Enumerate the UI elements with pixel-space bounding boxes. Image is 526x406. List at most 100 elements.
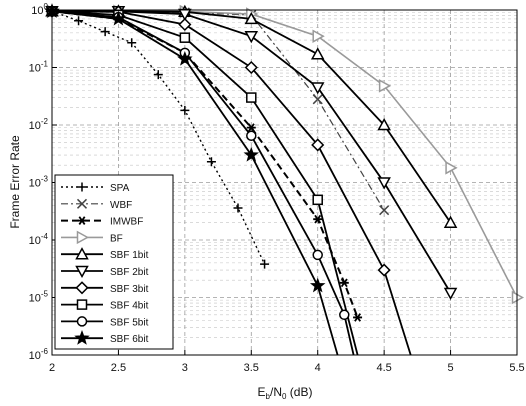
legend-label: SBF 2bit xyxy=(110,267,149,278)
x-tick-label: 3 xyxy=(182,362,188,374)
data-point xyxy=(378,79,392,93)
x-axis-label-unit: (dB) xyxy=(286,385,312,399)
legend-marker xyxy=(74,330,90,345)
series-layer xyxy=(44,3,525,355)
tick-layer: 2 2.5 3 3.5 4 4.5 5 5.5 100 10-1 10-2 10-3 10-4 10-5 1… xyxy=(29,2,525,374)
data-point xyxy=(246,92,257,103)
data-point xyxy=(309,277,326,293)
data-point xyxy=(243,146,260,162)
x-tick-label: 5 xyxy=(448,362,454,374)
legend-entry: SPA xyxy=(61,182,130,194)
data-point xyxy=(312,29,325,43)
legend-marker xyxy=(77,182,87,192)
x-tick-label: 4 xyxy=(315,362,321,374)
data-point xyxy=(246,123,256,132)
data-point xyxy=(377,177,391,190)
legend-marker xyxy=(76,299,88,310)
data-point xyxy=(443,287,458,301)
x-axis-label: Eb/N0 (dB) xyxy=(258,385,313,401)
legend-entry: SBF 5bit xyxy=(61,316,149,328)
legend-entry: SBF 1bit xyxy=(61,247,149,261)
data-point xyxy=(310,47,325,60)
x-tick-label: 2.5 xyxy=(111,362,126,374)
y-tick-label: 10-1 xyxy=(29,60,49,75)
y-tick-label: 10-4 xyxy=(29,232,49,247)
data-point xyxy=(339,278,349,288)
legend-marker xyxy=(77,216,87,225)
y-tick-label: 10-5 xyxy=(29,290,49,305)
legend-marker xyxy=(76,316,88,327)
data-point xyxy=(178,17,192,32)
legend-marker xyxy=(75,265,89,279)
legend-entry: BF xyxy=(61,230,123,245)
legend-entry: SBF 3bit xyxy=(61,281,149,295)
y-tick-label: 100 xyxy=(31,2,48,17)
data-point xyxy=(246,130,257,142)
data-point xyxy=(244,60,258,75)
legend-label: BF xyxy=(110,233,123,244)
data-point xyxy=(377,263,391,277)
x-axis-label-sep: /N xyxy=(270,385,282,399)
data-point xyxy=(100,27,110,37)
x-axis-label-e: E xyxy=(258,385,266,399)
data-point xyxy=(353,313,363,322)
legend-label: SBF 6bit xyxy=(110,334,149,345)
legend-marker xyxy=(76,230,90,245)
series-line-spa xyxy=(52,10,266,265)
data-point xyxy=(179,32,191,43)
data-point xyxy=(377,117,391,131)
data-point xyxy=(260,259,270,269)
data-point xyxy=(244,11,259,25)
data-point xyxy=(379,205,390,216)
data-point xyxy=(177,50,193,66)
data-point xyxy=(244,30,259,44)
data-point xyxy=(311,138,325,152)
data-point xyxy=(310,82,325,95)
legend-label: SBF 1bit xyxy=(110,250,149,261)
legend: SPA WBF IMWBF BF SBF 1bit SBF 2bit SBF 3bit SBF… xyxy=(54,174,174,350)
data-point xyxy=(180,105,190,115)
y-tick-label: 10-3 xyxy=(29,175,49,190)
x-tick-label: 4.5 xyxy=(376,362,391,374)
legend-box xyxy=(54,174,174,350)
data-point xyxy=(445,161,458,175)
legend-marker xyxy=(75,247,89,260)
legend-label: SBF 5bit xyxy=(110,317,149,328)
y-tick-label: 10-6 xyxy=(29,347,49,362)
x-tick-label: 2 xyxy=(49,362,55,374)
series-line-sbf-6bit xyxy=(52,10,339,355)
y-tick-label: 10-2 xyxy=(29,117,49,132)
data-point xyxy=(110,10,127,26)
legend-entry: SBF 4bit xyxy=(61,299,149,312)
data-point xyxy=(74,16,84,26)
x-tick-label: 5.5 xyxy=(509,362,524,374)
data-point xyxy=(339,309,350,321)
legend-label: SPA xyxy=(110,183,130,194)
data-point xyxy=(313,214,323,224)
y-axis-label: Frame Error Rate xyxy=(8,135,22,229)
legend-label: SBF 4bit xyxy=(110,301,149,312)
series-line-sbf-4bit xyxy=(52,10,359,355)
data-point xyxy=(312,249,323,261)
legend-entry: SBF 6bit xyxy=(61,330,149,345)
legend-marker xyxy=(76,198,88,209)
x-tick-label: 3.5 xyxy=(244,362,259,374)
legend-label: SBF 3bit xyxy=(110,284,149,295)
data-point xyxy=(443,215,458,228)
data-point xyxy=(206,157,216,167)
legend-label: IMWBF xyxy=(110,217,143,228)
x-axis-label-b: b xyxy=(266,392,271,401)
legend-marker xyxy=(75,281,89,295)
data-point xyxy=(233,203,243,213)
x-axis-label-zero: 0 xyxy=(282,392,287,401)
legend-label: WBF xyxy=(110,200,132,211)
data-point xyxy=(153,70,163,80)
legend-entry: SBF 2bit xyxy=(61,265,149,279)
legend-entry: WBF xyxy=(61,198,132,211)
legend-entry: IMWBF xyxy=(61,216,143,228)
data-point xyxy=(127,38,137,48)
data-point xyxy=(312,194,323,206)
data-point xyxy=(312,94,323,105)
